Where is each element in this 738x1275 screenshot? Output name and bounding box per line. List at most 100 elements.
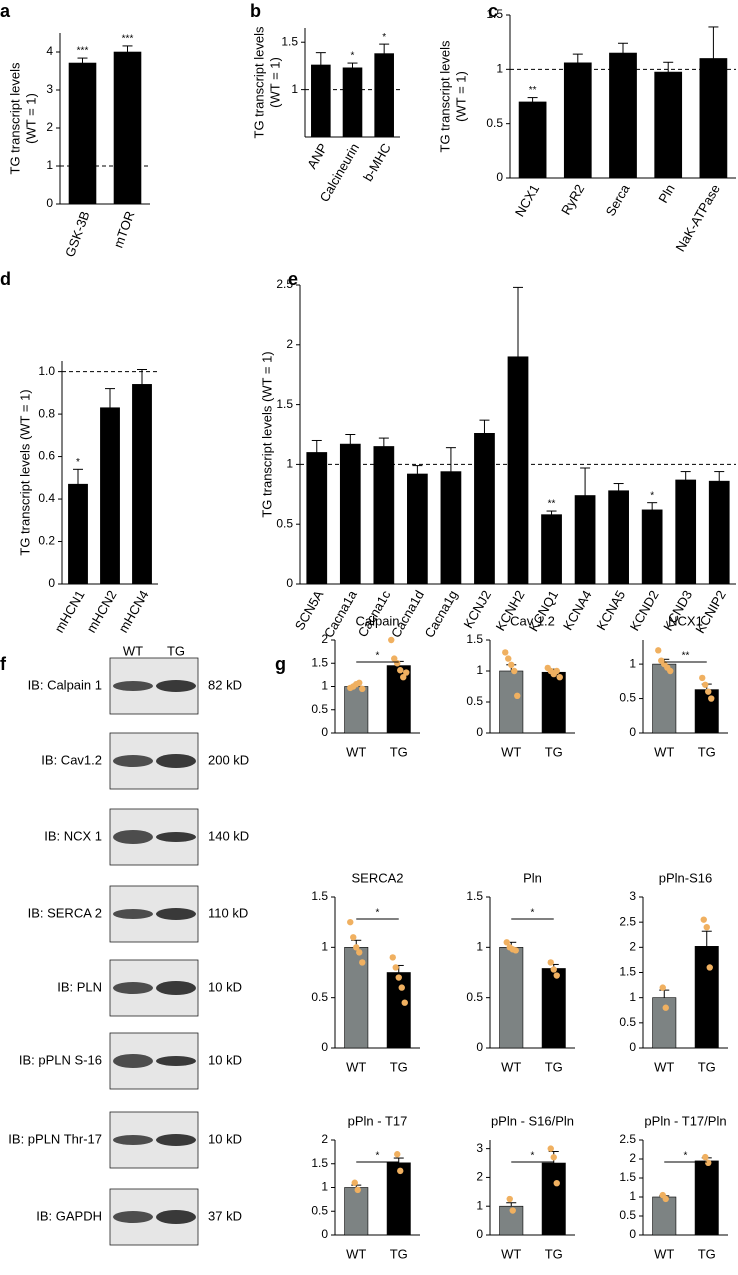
y-tick-label: 1.5 <box>311 1156 328 1170</box>
x-tick-label: KCNIP2 <box>692 588 728 636</box>
significance: * <box>376 1151 380 1162</box>
y-tick-label: 1.5 <box>281 34 298 48</box>
y-tick-label: 1 <box>291 82 298 96</box>
bar <box>339 443 361 585</box>
data-point <box>553 972 560 979</box>
blot-band <box>156 1134 196 1146</box>
y-tick-label: 2 <box>629 940 636 954</box>
data-point <box>394 660 401 667</box>
y-tick-label: 0.5 <box>311 702 328 716</box>
y-tick-label: 0.2 <box>38 534 55 548</box>
data-point <box>553 667 560 675</box>
y-tick-label: 1.5 <box>276 397 293 411</box>
blot-label: IB: pPLN S-16 <box>19 1052 102 1067</box>
y-tick-label: 0.5 <box>466 694 483 708</box>
significance: ** <box>548 499 556 510</box>
bar <box>373 446 395 585</box>
x-tick-label: mTOR <box>110 209 137 250</box>
bar <box>407 473 428 585</box>
x-tick-label: SCN5A <box>292 587 327 632</box>
data-point <box>359 959 366 966</box>
x-tick-label: KCNJ2 <box>460 588 494 631</box>
bar <box>499 947 524 1049</box>
y-tick-label: 0 <box>476 1227 483 1241</box>
data-point <box>700 916 707 923</box>
bar <box>641 509 663 585</box>
chart-title: pPln - S16/Pln <box>491 1113 574 1128</box>
blot-size: 10 kD <box>208 1052 242 1067</box>
blot-band <box>113 909 153 919</box>
y-tick-label: 2 <box>46 120 53 134</box>
significance: * <box>376 651 380 662</box>
x-tick-label: TG <box>545 1246 563 1261</box>
x-tick-label: WT <box>346 1246 366 1261</box>
blot-band <box>156 754 196 768</box>
x-tick-label: WT <box>501 1246 521 1261</box>
blot-band <box>156 981 196 995</box>
blot-band <box>156 680 196 692</box>
y-tick-label: 3 <box>46 82 53 96</box>
data-point <box>512 947 519 954</box>
y-axis-label: TG transcript levels <box>7 62 22 174</box>
bar <box>652 663 677 734</box>
blot-band <box>156 1210 196 1224</box>
y-tick-label: 1 <box>476 940 483 954</box>
data-point <box>398 984 405 991</box>
significance: *** <box>122 34 134 45</box>
y-tick-label: 0 <box>286 576 293 590</box>
y-tick-label: 0 <box>321 725 328 739</box>
data-point <box>397 667 404 674</box>
data-point <box>403 669 410 676</box>
data-point <box>662 1195 669 1203</box>
y-tick-label: 0.8 <box>38 406 55 420</box>
data-point <box>350 934 357 941</box>
bar <box>563 62 592 179</box>
y-tick-label: 1 <box>321 1180 328 1194</box>
data-point <box>394 1151 401 1158</box>
x-tick-label: NaK-ATPase <box>673 182 723 254</box>
bar <box>113 51 142 205</box>
y-tick-label: 2 <box>321 632 328 646</box>
significance: * <box>382 32 386 43</box>
x-tick-label: WT <box>501 1059 521 1074</box>
data-point <box>356 679 363 686</box>
bar <box>374 53 394 138</box>
x-tick-label: KCNA5 <box>594 588 629 633</box>
y-tick-label: 2 <box>476 1170 483 1184</box>
bar <box>609 52 637 179</box>
y-axis-label: (WT = 1) <box>453 71 468 122</box>
y-tick-label: 0 <box>46 196 53 210</box>
y-tick-label: 0.4 <box>38 491 55 505</box>
x-tick-label: GSK-3B <box>62 209 92 259</box>
y-tick-label: 1.5 <box>466 889 483 903</box>
lane-label: WT <box>123 643 143 658</box>
blot-size: 10 kD <box>208 979 242 994</box>
bar <box>132 384 152 585</box>
x-tick-label: TG <box>698 744 716 759</box>
blot-band <box>113 755 153 767</box>
bar <box>541 1162 566 1236</box>
data-point <box>659 984 666 991</box>
data-point <box>397 1167 404 1175</box>
data-point <box>347 918 354 926</box>
bar <box>694 946 719 1049</box>
x-tick-label: KCND2 <box>627 588 662 634</box>
data-point <box>506 1195 513 1203</box>
y-axis-label: (WT = 1) <box>23 93 38 144</box>
bar <box>652 1196 677 1236</box>
significance: * <box>76 457 80 468</box>
y-tick-label: 1 <box>286 457 293 471</box>
blot-label: IB: NCX 1 <box>44 828 102 843</box>
bar <box>541 514 562 585</box>
data-point <box>391 655 398 662</box>
bar <box>608 490 629 585</box>
bar <box>507 356 529 585</box>
y-tick-label: 0 <box>476 725 483 739</box>
y-tick-label: 0.5 <box>466 990 483 1004</box>
bar <box>344 686 369 734</box>
data-point <box>508 661 515 668</box>
bar <box>699 58 728 179</box>
blot-label: IB: Calpain 1 <box>28 677 102 692</box>
y-tick-label: 0 <box>629 725 636 739</box>
y-tick-label: 2 <box>629 1151 636 1165</box>
